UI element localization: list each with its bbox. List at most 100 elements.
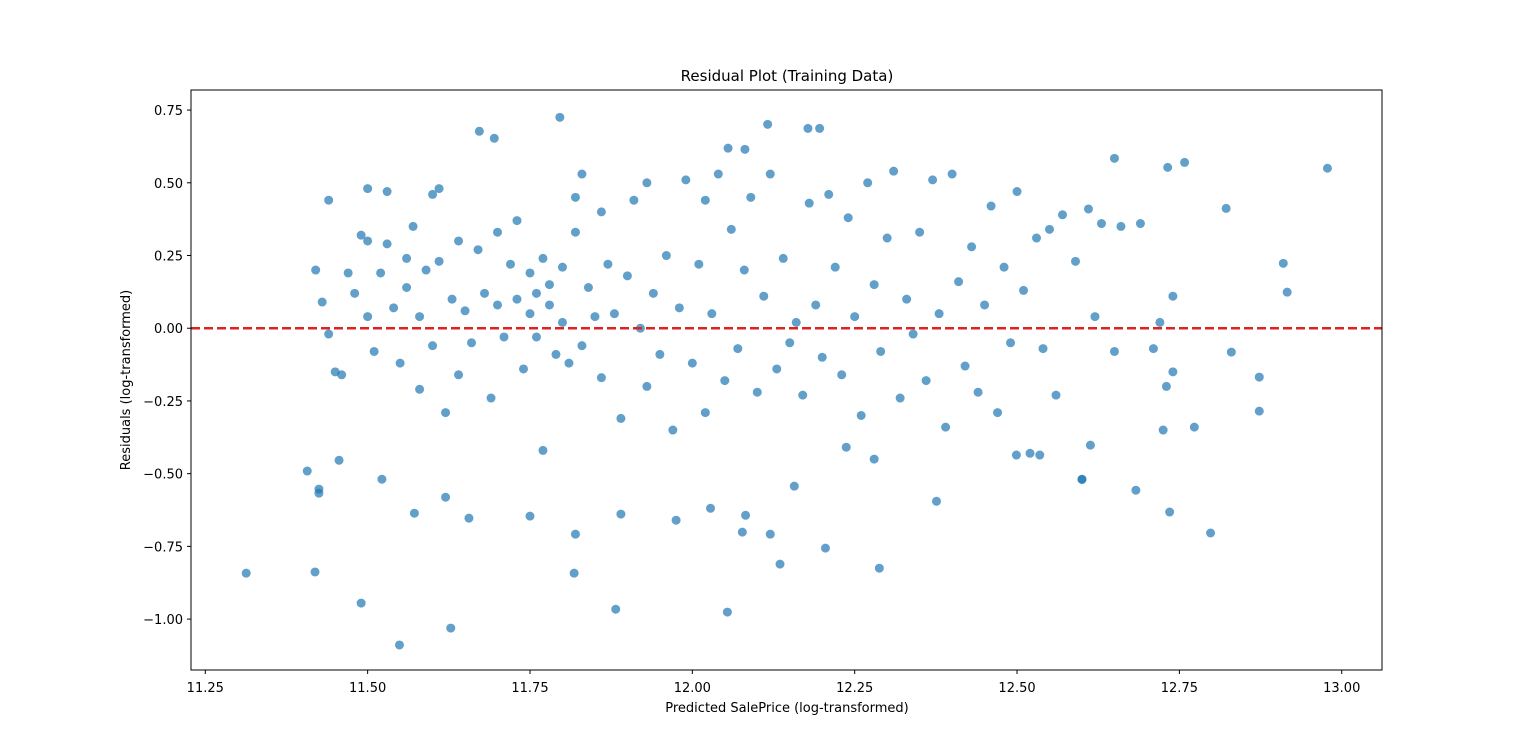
- point: [707, 309, 717, 319]
- point: [473, 245, 483, 255]
- x-tick-label: 12.75: [1161, 681, 1198, 696]
- point: [506, 259, 516, 269]
- point: [960, 361, 970, 371]
- y-tick-label: 0.50: [154, 177, 183, 192]
- x-tick-label: 12.50: [998, 681, 1035, 696]
- point: [876, 346, 886, 356]
- x-tick-label: 11.75: [511, 681, 548, 696]
- point: [655, 349, 665, 359]
- point: [525, 268, 535, 278]
- point: [317, 297, 327, 307]
- point: [551, 349, 561, 359]
- point: [1131, 485, 1141, 495]
- point: [499, 332, 509, 342]
- point: [706, 503, 716, 513]
- point: [973, 387, 983, 397]
- point: [1278, 258, 1288, 268]
- point: [460, 306, 470, 316]
- point: [480, 288, 490, 298]
- point: [369, 346, 379, 356]
- y-tick-label: 0.75: [154, 104, 183, 119]
- point: [804, 198, 814, 208]
- point: [752, 387, 762, 397]
- point: [1168, 291, 1178, 301]
- point: [557, 317, 567, 327]
- point: [778, 253, 788, 263]
- point: [765, 169, 775, 179]
- point: [720, 376, 730, 386]
- point: [596, 207, 606, 217]
- point: [518, 364, 528, 374]
- point: [310, 567, 320, 577]
- point: [856, 410, 866, 420]
- point: [512, 294, 522, 304]
- x-tick-label: 12.25: [836, 681, 873, 696]
- y-tick-label: 0.25: [154, 250, 183, 265]
- point: [874, 563, 884, 573]
- point: [772, 364, 782, 374]
- point: [629, 195, 639, 205]
- point: [1025, 448, 1035, 458]
- plot-frame: [190, 89, 1383, 671]
- point: [921, 376, 931, 386]
- point: [577, 169, 587, 179]
- point: [1077, 474, 1087, 484]
- point: [739, 265, 749, 275]
- point: [382, 239, 392, 249]
- point: [980, 300, 990, 310]
- point: [700, 408, 710, 418]
- point: [555, 112, 565, 122]
- point: [415, 384, 425, 394]
- point: [314, 488, 324, 498]
- point: [409, 508, 419, 518]
- point: [394, 640, 404, 650]
- point: [1148, 344, 1158, 354]
- point: [467, 338, 477, 348]
- point: [544, 300, 554, 310]
- point: [1226, 347, 1236, 357]
- point: [722, 607, 732, 617]
- point: [609, 309, 619, 319]
- point: [791, 317, 801, 327]
- point: [908, 329, 918, 339]
- point: [671, 515, 681, 525]
- point: [902, 294, 912, 304]
- point: [661, 251, 671, 261]
- point: [415, 312, 425, 322]
- point: [1163, 162, 1173, 172]
- point: [356, 230, 366, 240]
- point: [324, 195, 334, 205]
- point: [1116, 221, 1126, 231]
- point: [1135, 219, 1145, 229]
- point: [895, 393, 905, 403]
- point: [531, 288, 541, 298]
- point: [882, 233, 892, 243]
- point: [583, 283, 593, 293]
- point: [324, 329, 334, 339]
- y-tick-label: 0.00: [154, 322, 183, 337]
- point: [363, 184, 373, 194]
- point: [642, 381, 652, 391]
- point: [817, 352, 827, 362]
- point: [803, 123, 813, 133]
- point: [1189, 422, 1199, 432]
- point: [1254, 372, 1264, 382]
- point: [775, 559, 785, 569]
- point: [1085, 440, 1095, 450]
- point: [446, 623, 456, 633]
- point: [590, 312, 600, 322]
- point: [616, 413, 626, 423]
- point: [557, 262, 567, 272]
- point: [723, 143, 733, 153]
- point: [863, 178, 873, 188]
- point: [389, 303, 399, 313]
- point: [1051, 390, 1061, 400]
- point: [474, 126, 484, 136]
- point: [1282, 287, 1292, 297]
- point: [820, 543, 830, 553]
- point: [1038, 344, 1048, 354]
- point: [1019, 285, 1029, 295]
- y-tick-label: −0.25: [143, 395, 183, 410]
- point: [1254, 406, 1264, 416]
